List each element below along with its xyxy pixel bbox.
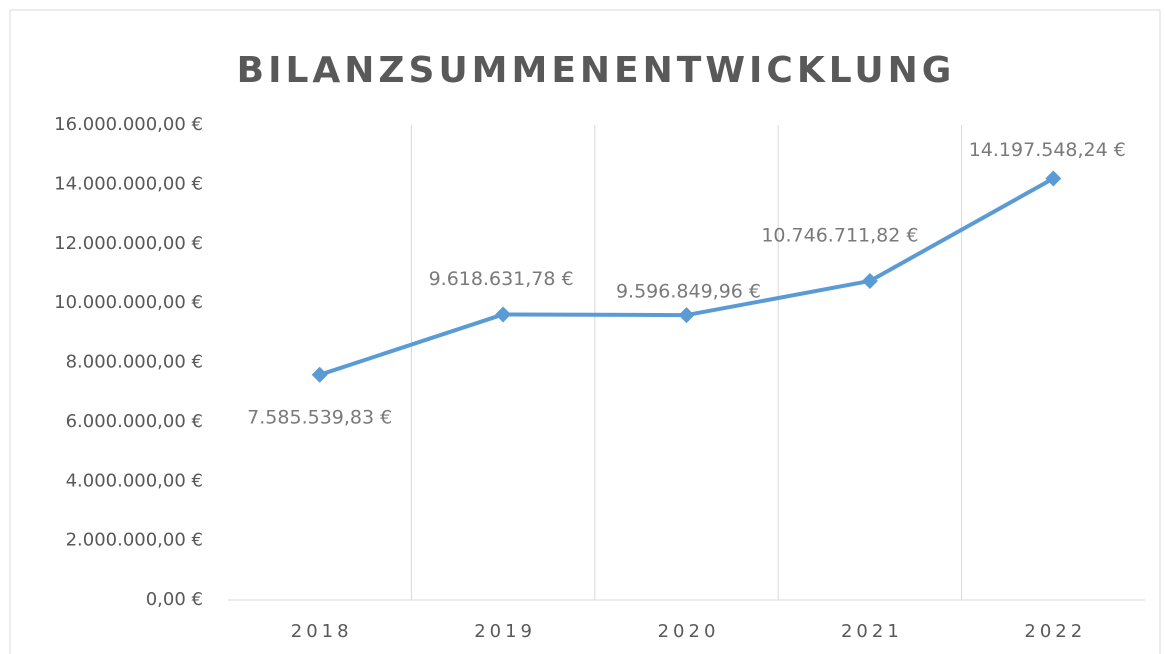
chart-border xyxy=(9,9,1161,654)
chart-title: BILANZSUMMENENTWICKLUNG xyxy=(237,50,956,91)
data-label: 10.746.711,82 € xyxy=(761,224,918,246)
y-tick-label: 14.000.000,00 € xyxy=(54,173,203,194)
data-label: 9.618.631,78 € xyxy=(429,268,574,290)
data-point xyxy=(678,307,695,324)
data-label: 7.585.539,83 € xyxy=(247,406,392,428)
x-tick-label: 2022 xyxy=(1024,621,1086,642)
y-tick-label: 10.000.000,00 € xyxy=(54,292,203,313)
data-point xyxy=(1045,170,1062,187)
data-point xyxy=(495,306,512,323)
y-tick-label: 2.000.000,00 € xyxy=(66,530,203,551)
x-tick-label: 2018 xyxy=(291,621,353,642)
data-point xyxy=(311,366,328,383)
data-label: 14.197.548,24 € xyxy=(969,139,1126,161)
x-tick-label: 2019 xyxy=(474,621,536,642)
y-tick-label: 0,00 € xyxy=(146,589,203,610)
data-point xyxy=(861,272,878,289)
data-label: 9.596.849,96 € xyxy=(616,281,761,303)
x-tick-label: 2021 xyxy=(841,621,903,642)
y-tick-label: 16.000.000,00 € xyxy=(54,114,203,135)
y-tick-label: 6.000.000,00 € xyxy=(66,411,203,432)
y-tick-label: 12.000.000,00 € xyxy=(54,233,203,254)
y-tick-label: 4.000.000,00 € xyxy=(66,470,203,491)
x-tick-label: 2020 xyxy=(658,621,720,642)
y-tick-label: 8.000.000,00 € xyxy=(66,352,203,373)
